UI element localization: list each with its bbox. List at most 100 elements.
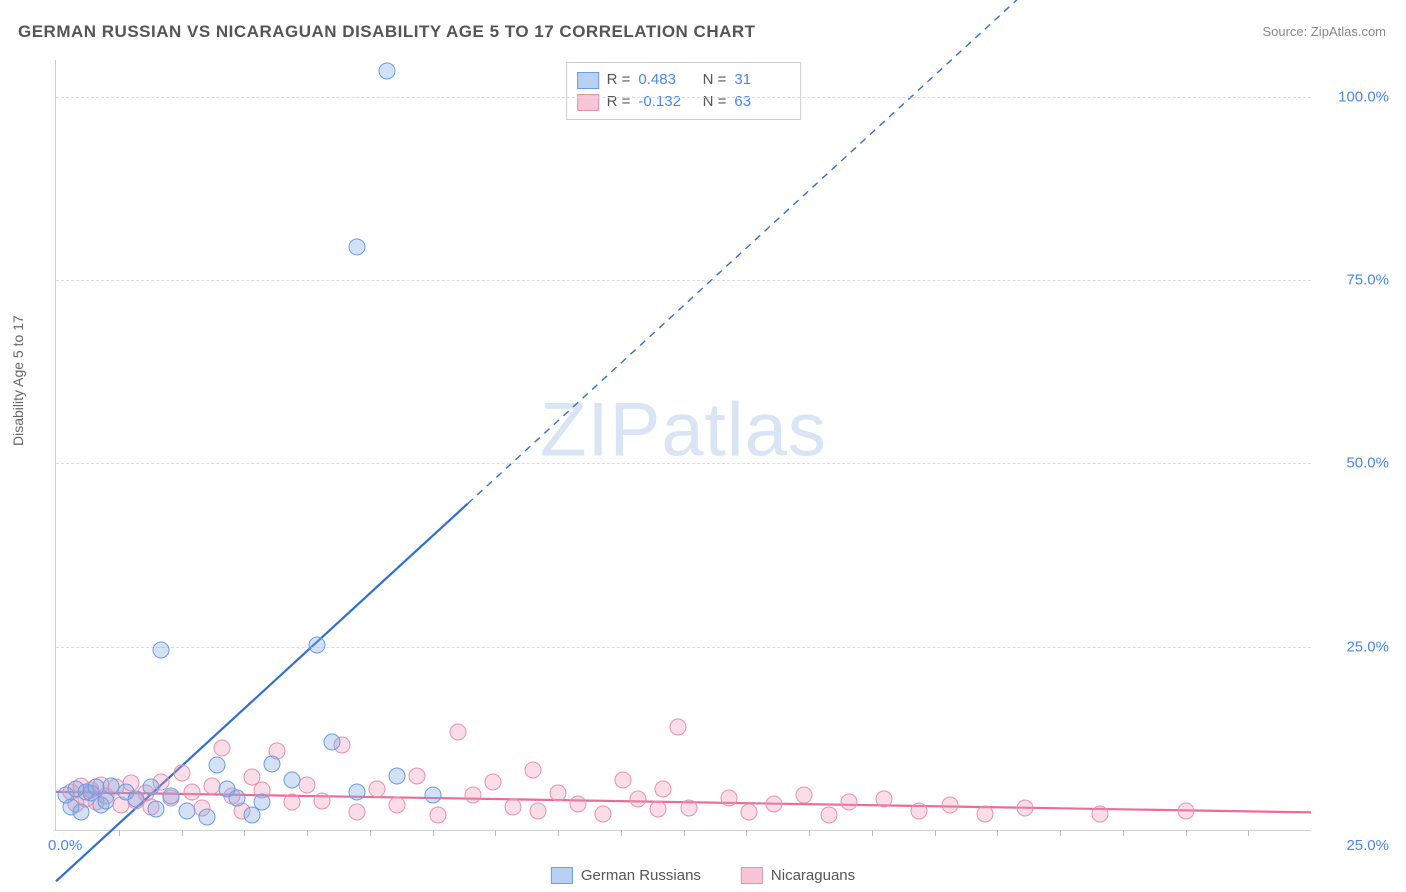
scatter-point-blue bbox=[208, 757, 225, 774]
gridline bbox=[56, 463, 1311, 464]
scatter-point-blue bbox=[198, 808, 215, 825]
x-tick-mark bbox=[1248, 830, 1249, 836]
correlation-row-pink: R = -0.132 N = 63 bbox=[577, 91, 787, 113]
scatter-point-blue bbox=[283, 772, 300, 789]
scatter-point-pink bbox=[876, 791, 893, 808]
scatter-point-pink bbox=[680, 800, 697, 817]
pink-n-value: 63 bbox=[734, 91, 786, 113]
y-axis-label: Disability Age 5 to 17 bbox=[10, 315, 26, 446]
legend-swatch bbox=[551, 867, 573, 884]
scatter-point-pink bbox=[389, 797, 406, 814]
scatter-point-blue bbox=[309, 637, 326, 654]
x-tick-mark bbox=[684, 830, 685, 836]
scatter-point-blue bbox=[324, 734, 341, 751]
scatter-point-pink bbox=[570, 795, 587, 812]
x-tick-mark bbox=[370, 830, 371, 836]
scatter-point-blue bbox=[73, 804, 90, 821]
scatter-point-blue bbox=[143, 779, 160, 796]
scatter-point-blue bbox=[389, 767, 406, 784]
scatter-point-blue bbox=[263, 756, 280, 773]
scatter-point-pink bbox=[765, 795, 782, 812]
scatter-point-pink bbox=[615, 772, 632, 789]
scatter-point-blue bbox=[128, 791, 145, 808]
x-tick-mark bbox=[307, 830, 308, 836]
scatter-point-pink bbox=[484, 773, 501, 790]
gridline bbox=[56, 647, 1311, 648]
legend-label: Nicaraguans bbox=[771, 867, 855, 884]
x-tick-mark bbox=[558, 830, 559, 836]
x-tick-mark bbox=[746, 830, 747, 836]
scatter-point-pink bbox=[1177, 802, 1194, 819]
scatter-point-pink bbox=[841, 794, 858, 811]
scatter-point-pink bbox=[464, 786, 481, 803]
scatter-point-pink bbox=[449, 723, 466, 740]
scatter-point-pink bbox=[183, 783, 200, 800]
scatter-point-pink bbox=[504, 798, 521, 815]
scatter-point-pink bbox=[299, 776, 316, 793]
x-tick-mark bbox=[495, 830, 496, 836]
scatter-point-pink bbox=[429, 807, 446, 824]
scatter-point-blue bbox=[379, 63, 396, 80]
scatter-point-blue bbox=[178, 802, 195, 819]
x-tick-mark bbox=[433, 830, 434, 836]
scatter-point-blue bbox=[253, 794, 270, 811]
x-tick-mark bbox=[119, 830, 120, 836]
x-axis-end-label: 25.0% bbox=[1319, 837, 1389, 854]
scatter-point-pink bbox=[369, 780, 386, 797]
watermark: ZIPatlas bbox=[540, 386, 827, 473]
x-tick-mark bbox=[935, 830, 936, 836]
scatter-point-blue bbox=[424, 786, 441, 803]
scatter-point-pink bbox=[740, 804, 757, 821]
y-tick-label: 75.0% bbox=[1319, 272, 1389, 289]
scatter-point-pink bbox=[670, 719, 687, 736]
scatter-point-pink bbox=[941, 797, 958, 814]
correlation-legend: R = 0.483 N = 31 R = -0.132 N = 63 bbox=[566, 62, 802, 120]
x-tick-mark bbox=[1123, 830, 1124, 836]
y-tick-label: 50.0% bbox=[1319, 455, 1389, 472]
scatter-point-pink bbox=[821, 807, 838, 824]
scatter-point-pink bbox=[976, 805, 993, 822]
plot-area: ZIPatlas R = 0.483 N = 31 R = -0.132 N =… bbox=[55, 60, 1311, 831]
scatter-point-pink bbox=[213, 739, 230, 756]
x-tick-mark bbox=[182, 830, 183, 836]
scatter-point-pink bbox=[349, 804, 366, 821]
scatter-point-pink bbox=[650, 801, 667, 818]
n-label: N = bbox=[698, 69, 726, 91]
x-tick-mark bbox=[1186, 830, 1187, 836]
x-tick-mark bbox=[244, 830, 245, 836]
scatter-point-pink bbox=[630, 791, 647, 808]
y-tick-label: 100.0% bbox=[1319, 88, 1389, 105]
gridline bbox=[56, 97, 1311, 98]
pink-r-value: -0.132 bbox=[638, 91, 690, 113]
scatter-point-pink bbox=[911, 802, 928, 819]
scatter-point-blue bbox=[349, 783, 366, 800]
blue-n-value: 31 bbox=[734, 69, 786, 91]
scatter-point-pink bbox=[314, 792, 331, 809]
legend-label: German Russians bbox=[581, 867, 701, 884]
scatter-point-pink bbox=[795, 786, 812, 803]
legend-item: Nicaraguans bbox=[741, 867, 855, 884]
scatter-point-blue bbox=[349, 239, 366, 256]
x-tick-mark bbox=[621, 830, 622, 836]
n-label: N = bbox=[698, 91, 726, 113]
blue-regression-solid bbox=[56, 504, 468, 882]
scatter-point-blue bbox=[148, 801, 165, 818]
scatter-point-pink bbox=[1016, 800, 1033, 817]
correlation-row-blue: R = 0.483 N = 31 bbox=[577, 69, 787, 91]
scatter-point-blue bbox=[228, 789, 245, 806]
source-label: Source: ZipAtlas.com bbox=[1262, 24, 1386, 39]
scatter-point-pink bbox=[595, 805, 612, 822]
scatter-point-pink bbox=[720, 789, 737, 806]
y-tick-label: 25.0% bbox=[1319, 638, 1389, 655]
scatter-point-blue bbox=[163, 788, 180, 805]
legend-item: German Russians bbox=[551, 867, 701, 884]
r-label: R = bbox=[607, 69, 631, 91]
blue-swatch bbox=[577, 72, 599, 89]
scatter-point-pink bbox=[529, 802, 546, 819]
r-label: R = bbox=[607, 91, 631, 113]
scatter-point-pink bbox=[524, 761, 541, 778]
x-tick-mark bbox=[1060, 830, 1061, 836]
scatter-point-blue bbox=[98, 792, 115, 809]
x-tick-mark bbox=[872, 830, 873, 836]
watermark-text: ZIPatlas bbox=[540, 387, 827, 472]
